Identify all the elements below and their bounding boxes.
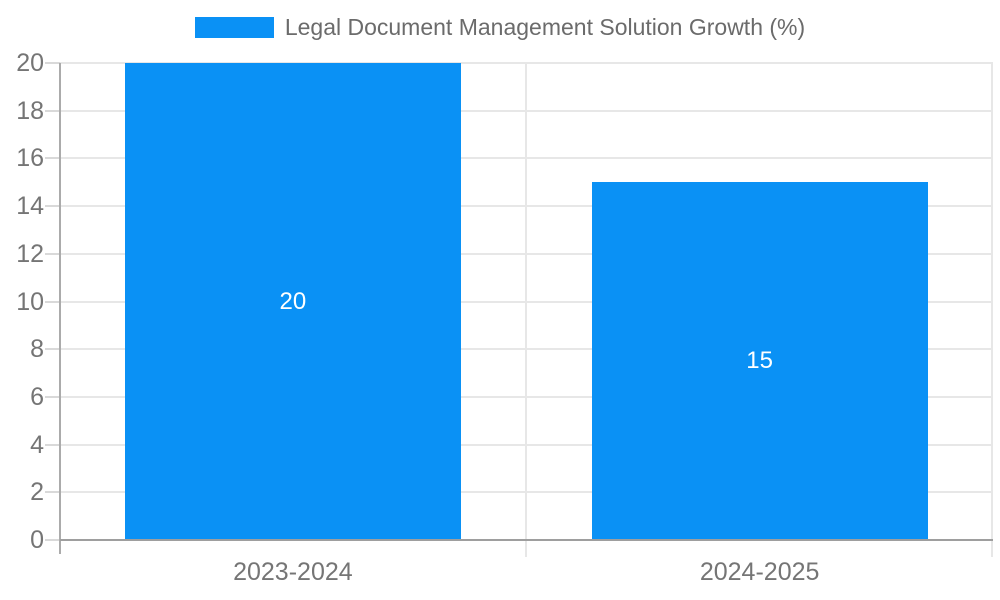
bar[interactable]: 20 xyxy=(124,63,461,540)
y-axis-tick-label: 16 xyxy=(16,144,44,173)
y-axis-tick-icon xyxy=(45,539,60,541)
y-axis-tick-icon xyxy=(45,62,60,64)
legend-swatch-icon xyxy=(194,17,274,38)
y-axis-tick-icon xyxy=(45,109,60,112)
legend[interactable]: Legal Document Management Solution Growt… xyxy=(0,14,1000,41)
bar-value-label: 20 xyxy=(279,287,307,315)
y-axis-tick-icon xyxy=(45,157,60,160)
x-axis-tick-label: 2023-2024 xyxy=(233,558,353,586)
y-axis-tick-label: 12 xyxy=(16,239,44,268)
x-axis-line xyxy=(59,539,993,541)
y-axis-tick-label: 14 xyxy=(16,192,44,221)
y-axis-tick-icon xyxy=(45,395,60,398)
y-axis-tick-label: 6 xyxy=(30,382,44,411)
y-axis-tick-label: 18 xyxy=(16,96,44,125)
y-axis-tick-label: 4 xyxy=(30,430,44,459)
y-axis-tick-icon xyxy=(45,348,60,351)
y-axis-tick-label: 2 xyxy=(30,478,44,507)
y-axis-tick-icon xyxy=(45,252,60,255)
bar[interactable]: 15 xyxy=(591,182,928,540)
y-axis-tick-icon xyxy=(45,491,60,494)
y-axis-line xyxy=(58,63,61,554)
x-axis-tick-label: 2024-2025 xyxy=(699,558,820,586)
y-axis-tick-label: 20 xyxy=(16,49,44,77)
y-axis-tick-label: 10 xyxy=(16,287,44,316)
bar-value-label: 15 xyxy=(746,347,773,375)
y-axis-tick-icon xyxy=(45,443,60,446)
y-axis-tick-label: 0 xyxy=(30,526,44,554)
y-axis-tick-label: 8 xyxy=(30,335,44,364)
category-divider-line xyxy=(525,63,528,557)
legend-label: Legal Document Management Solution Growt… xyxy=(284,14,806,40)
y-axis-tick-icon xyxy=(45,300,60,303)
y-axis-tick-icon xyxy=(45,205,60,208)
plot-right-border-line xyxy=(991,63,993,557)
